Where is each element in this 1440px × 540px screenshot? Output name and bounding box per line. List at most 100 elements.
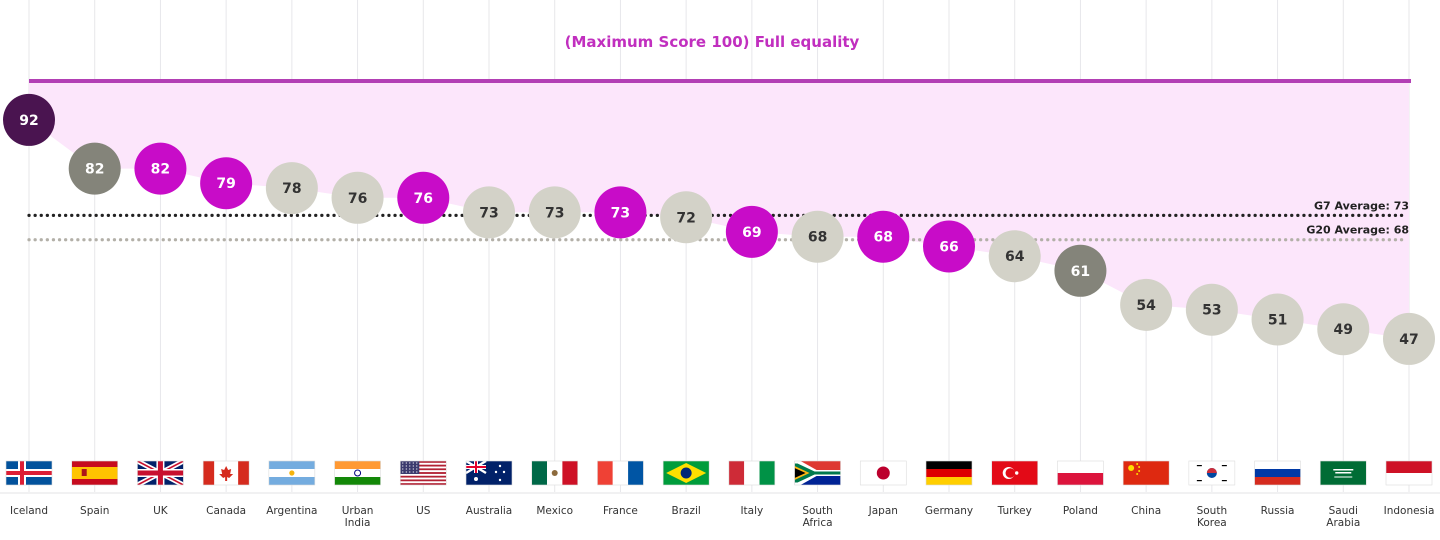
- flag-italy-icon: [728, 460, 776, 486]
- bubble-russia: 51: [1251, 293, 1304, 346]
- bubble-circle-uk: [134, 142, 187, 195]
- bubble-argentina: 78: [265, 162, 318, 215]
- country-label-japan: Japan: [868, 505, 898, 517]
- bubble-spain: 82: [68, 142, 121, 195]
- flag-uk-icon: [137, 460, 184, 486]
- flag-poland-icon: [1057, 460, 1104, 486]
- bubble-circle-indonesia: [1383, 312, 1435, 365]
- bubble-circle-south-africa: [791, 210, 844, 263]
- bubble-circle-japan: [857, 210, 910, 263]
- flag-russia-icon: [1254, 460, 1301, 486]
- bubble-value-us: 76: [414, 191, 433, 207]
- country-label-france: France: [603, 505, 638, 517]
- chart-title: (Maximum Score 100) Full equality: [565, 33, 860, 51]
- bubble-value-urban-india: 76: [348, 191, 367, 207]
- bubble-circle-turkey: [988, 230, 1041, 283]
- bubble-value-indonesia: 47: [1399, 332, 1418, 348]
- bubble-brazil: 72: [660, 191, 713, 244]
- country-labels: Iceland Spain UK Canada Argentina Urban India U…: [10, 505, 1434, 529]
- bubble-circle-china: [1120, 278, 1173, 331]
- bubble-value-japan: 68: [874, 230, 893, 246]
- flag-spain-icon: [71, 460, 119, 486]
- flag-indonesia-icon: [1385, 460, 1433, 486]
- country-label-mexico: Mexico: [536, 505, 573, 517]
- country-label-poland: Poland: [1063, 505, 1098, 517]
- bubble-value-south-korea: 53: [1202, 303, 1221, 319]
- flag-china-icon: [1122, 460, 1170, 486]
- bubble-south-korea: 53: [1185, 283, 1238, 336]
- bubble-indonesia: 47: [1383, 312, 1435, 365]
- bubble-value-south-africa: 68: [808, 230, 827, 246]
- bubble-value-russia: 51: [1268, 312, 1287, 328]
- flag-mexico-icon: [531, 460, 579, 486]
- bubble-value-iceland: 92: [19, 113, 38, 129]
- bubble-circle-south-korea: [1185, 283, 1238, 336]
- bubble-circle-brazil: [660, 191, 713, 244]
- bubble-value-brazil: 72: [676, 210, 695, 226]
- country-label-south-korea: South Korea: [1197, 505, 1228, 529]
- score-bubbles: 92 82 82 79 78 76 76 73 73 73 72 69 68 68 66 64 61 54 53 51…: [3, 93, 1435, 365]
- bubble-japan: 68: [857, 210, 910, 263]
- bubble-circle-germany: [923, 220, 975, 273]
- bubble-mexico: 73: [528, 186, 581, 239]
- flag-australia-icon: [465, 460, 513, 486]
- bubble-us: 76: [397, 171, 450, 224]
- bubble-value-spain: 82: [85, 162, 104, 178]
- country-label-south-africa: South Africa: [802, 505, 833, 529]
- flag-us-icon: [399, 460, 447, 486]
- bubble-value-argentina: 78: [282, 181, 301, 197]
- bubble-circle-mexico: [528, 186, 581, 239]
- bubble-value-germany: 66: [939, 239, 958, 255]
- average-lines: G7 Average: 73 G20 Average: 68: [27, 199, 1409, 242]
- bubble-iceland: 92: [3, 93, 55, 146]
- flag-saudi-arabia-icon: [1319, 460, 1367, 486]
- bubble-circle-spain: [68, 142, 121, 195]
- country-label-canada: Canada: [206, 505, 246, 517]
- flag-germany-icon: [925, 460, 973, 486]
- country-label-brazil: Brazil: [671, 505, 700, 517]
- bubble-circle-iceland: [3, 93, 55, 146]
- flag-india-icon: [334, 460, 381, 486]
- bubble-circle-australia: [463, 186, 515, 239]
- bubble-south-africa: 68: [791, 210, 844, 263]
- country-flags: [5, 460, 1433, 486]
- bubble-value-italy: 69: [742, 225, 761, 241]
- bubble-circle-urban-india: [331, 171, 384, 224]
- bubble-australia: 73: [463, 186, 515, 239]
- country-label-uk: UK: [153, 505, 169, 517]
- country-label-saudi-arabia: Saudi Arabia: [1326, 505, 1360, 529]
- country-label-turkey: Turkey: [997, 505, 1032, 517]
- bubble-value-france: 73: [611, 205, 630, 221]
- flag-turkey-icon: [991, 460, 1039, 486]
- bubble-circle-italy: [725, 205, 778, 258]
- bubble-italy: 69: [725, 205, 778, 258]
- country-label-us: US: [416, 505, 431, 517]
- flag-argentina-icon: [268, 460, 316, 486]
- flag-south-korea-icon: [1188, 460, 1236, 486]
- flag-brazil-icon: [662, 460, 710, 486]
- flag-canada-icon: [202, 460, 250, 486]
- bubble-value-mexico: 73: [545, 205, 564, 221]
- bubble-urban-india: 76: [331, 171, 384, 224]
- bubble-uk: 82: [134, 142, 187, 195]
- bubble-circle-argentina: [265, 162, 318, 215]
- country-label-argentina: Argentina: [266, 505, 317, 517]
- country-label-russia: Russia: [1261, 505, 1295, 517]
- bubble-value-australia: 73: [479, 205, 498, 221]
- country-label-germany: Germany: [925, 505, 973, 517]
- bubble-circle-poland: [1054, 244, 1107, 297]
- bubble-value-saudi-arabia: 49: [1334, 322, 1353, 338]
- flag-japan-icon: [859, 460, 907, 486]
- flag-france-icon: [597, 460, 644, 486]
- bubble-value-turkey: 64: [1005, 249, 1025, 265]
- bubble-germany: 66: [923, 220, 975, 273]
- g20-average-label: G20 Average: 68: [1306, 224, 1409, 237]
- bubble-saudi-arabia: 49: [1317, 303, 1370, 356]
- country-label-urban-india: Urban India: [342, 505, 374, 529]
- bubble-circle-canada: [200, 157, 253, 210]
- bubble-circle-us: [397, 171, 450, 224]
- bubble-value-uk: 82: [151, 162, 170, 178]
- bubble-canada: 79: [200, 157, 253, 210]
- gap-to-full-equality-area: [29, 81, 1409, 339]
